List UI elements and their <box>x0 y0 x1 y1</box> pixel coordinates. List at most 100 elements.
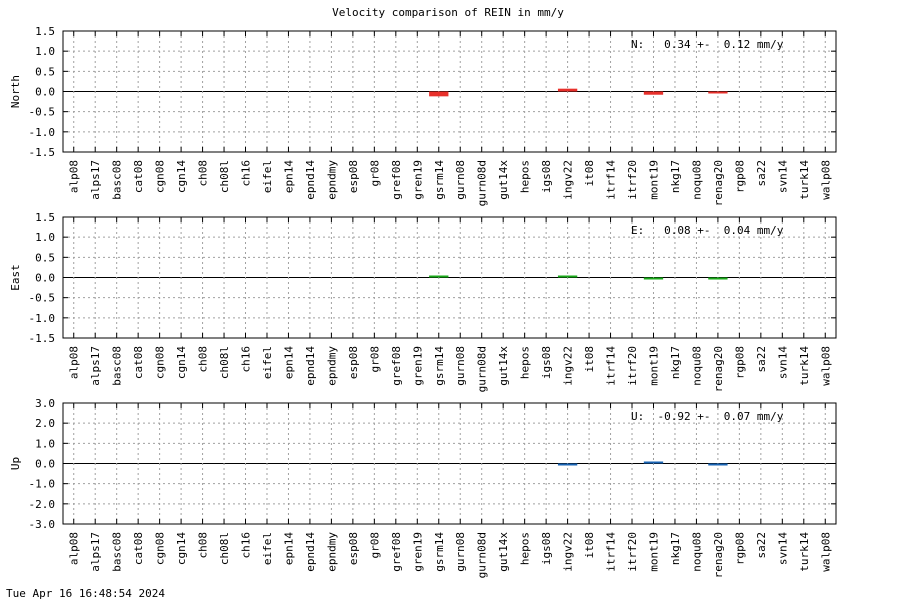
x-tick-label: ch16 <box>240 532 253 559</box>
y-tick-label: 0.5 <box>35 251 55 264</box>
x-tick-label: sa22 <box>755 532 768 559</box>
x-tick-label: gut14x <box>497 160 510 200</box>
x-tick-label: walp08 <box>819 346 832 386</box>
bar-renag20 <box>708 91 728 94</box>
x-tick-label: epndmy <box>325 346 338 386</box>
chart-title: Velocity comparison of REIN in mm/y <box>332 6 564 19</box>
x-tick-label: igs08 <box>540 532 553 565</box>
x-tick-label: gurn08 <box>454 346 467 386</box>
x-tick-label: ch16 <box>240 346 253 373</box>
x-tick-label: gsrm14 <box>433 160 446 200</box>
x-tick-label: ch08l <box>218 160 231 193</box>
x-tick-label: epn14 <box>282 532 295 565</box>
y-tick-label: -1.5 <box>29 146 56 159</box>
x-tick-label: noqu08 <box>690 160 703 200</box>
x-tick-label: rgp08 <box>733 160 746 193</box>
x-tick-label: epn14 <box>282 346 295 379</box>
x-tick-label: ch08 <box>197 346 210 373</box>
x-tick-label: it08 <box>583 532 596 559</box>
x-tick-label: turk14 <box>798 532 811 572</box>
x-tick-label: gsrm14 <box>433 532 446 572</box>
x-tick-label: svn14 <box>776 532 789 565</box>
y-tick-label: -2.0 <box>29 498 56 511</box>
x-tick-label: it08 <box>583 160 596 187</box>
y-tick-label: 0.0 <box>35 458 55 471</box>
x-tick-label: esp08 <box>347 532 360 565</box>
x-tick-label: esp08 <box>347 346 360 379</box>
y-axis-label: Up <box>9 457 22 470</box>
x-tick-label: svn14 <box>776 160 789 193</box>
x-tick-label: gren19 <box>411 346 424 386</box>
x-tick-label: epnd14 <box>304 532 317 572</box>
y-tick-label: 1.5 <box>35 25 55 38</box>
x-tick-label: esp08 <box>347 160 360 193</box>
x-tick-label: ch08l <box>218 532 231 565</box>
x-tick-label: nkg17 <box>669 532 682 565</box>
x-tick-label: gurn08d <box>476 346 489 392</box>
y-tick-label: 3.0 <box>35 397 55 410</box>
x-tick-label: mont19 <box>647 346 660 386</box>
panel-up: 3.0 2.0 1.0 0.0 -1.0 -2.0 -3.0 alp08 alps17 basc0… <box>9 397 837 578</box>
x-tick-label: epndmy <box>325 532 338 572</box>
x-tick-label: ch08l <box>218 346 231 379</box>
y-tick-label: 1.0 <box>35 437 55 450</box>
panel-east: 1.5 1.0 0.5 0.0 -0.5 -1.0 -1.5 alp08 alps17 basc0… <box>9 211 837 392</box>
x-tick-label: gurn08 <box>454 160 467 200</box>
x-tick-label: hepos <box>519 532 532 565</box>
x-tick-label: itrf14 <box>605 160 618 200</box>
x-tick-label: basc08 <box>111 160 124 200</box>
x-tick-label: gut14x <box>497 346 510 386</box>
y-axis-label: East <box>9 264 22 291</box>
x-tick-label: igs08 <box>540 346 553 379</box>
y-tick-label: -3.0 <box>29 518 56 531</box>
y-tick-label: 1.0 <box>35 45 55 58</box>
y-tick-label: -1.0 <box>29 126 56 139</box>
x-tick-label: gren19 <box>411 160 424 200</box>
x-tick-label: renag20 <box>712 346 725 392</box>
x-tick-label: ingv22 <box>562 532 575 572</box>
bar-gsrm14 <box>429 91 449 97</box>
panel-north: 1.5 1.0 0.5 0.0 -0.5 -1.0 -1.5 alp08 alps17 basc0… <box>9 25 837 206</box>
bar-ingv22 <box>557 463 578 466</box>
x-tick-label: alps17 <box>89 532 102 572</box>
y-tick-label: -0.5 <box>29 292 56 305</box>
x-tick-label: walp08 <box>819 160 832 200</box>
x-tick-label: svn14 <box>776 346 789 379</box>
x-tick-label: turk14 <box>798 346 811 386</box>
x-tick-label: gref08 <box>390 346 403 386</box>
x-tick-label: gref08 <box>390 532 403 572</box>
y-tick-label: 0.5 <box>35 65 55 78</box>
x-tick-label: basc08 <box>111 532 124 572</box>
x-tick-label: gref08 <box>390 160 403 200</box>
y-tick-label: 1.0 <box>35 231 55 244</box>
x-tick-label: itrf20 <box>626 160 639 200</box>
x-tick-label: igs08 <box>540 160 553 193</box>
x-tick-label: epnd14 <box>304 346 317 386</box>
x-tick-label: alp08 <box>68 346 81 379</box>
bar-renag20 <box>708 277 728 280</box>
x-tick-label: turk14 <box>798 160 811 200</box>
x-tick-label: gurn08d <box>476 532 489 578</box>
x-tick-label: hepos <box>519 160 532 193</box>
x-tick-label: walp08 <box>819 532 832 572</box>
x-tick-label: cgn14 <box>175 160 188 193</box>
x-tick-label: it08 <box>583 346 596 373</box>
x-tick-label: noqu08 <box>690 532 703 572</box>
x-tick-label: alps17 <box>89 346 102 386</box>
x-tick-label: basc08 <box>111 346 124 386</box>
x-tick-label: cgn14 <box>175 532 188 565</box>
y-tick-label: -1.0 <box>29 312 56 325</box>
x-tick-label: gurn08d <box>476 160 489 206</box>
bar-mont19 <box>643 461 664 464</box>
x-tick-label: rgp08 <box>733 346 746 379</box>
x-tick-label: mont19 <box>647 160 660 200</box>
y-tick-label: 0.0 <box>35 86 55 99</box>
x-tick-label: cat08 <box>132 532 145 565</box>
x-tick-label: itrf20 <box>626 346 639 386</box>
x-tick-label: cat08 <box>132 160 145 193</box>
x-tick-label: alps17 <box>89 160 102 200</box>
x-tick-label: ingv22 <box>562 160 575 200</box>
x-tick-label: ingv22 <box>562 346 575 386</box>
y-tick-label: 0.0 <box>35 272 55 285</box>
